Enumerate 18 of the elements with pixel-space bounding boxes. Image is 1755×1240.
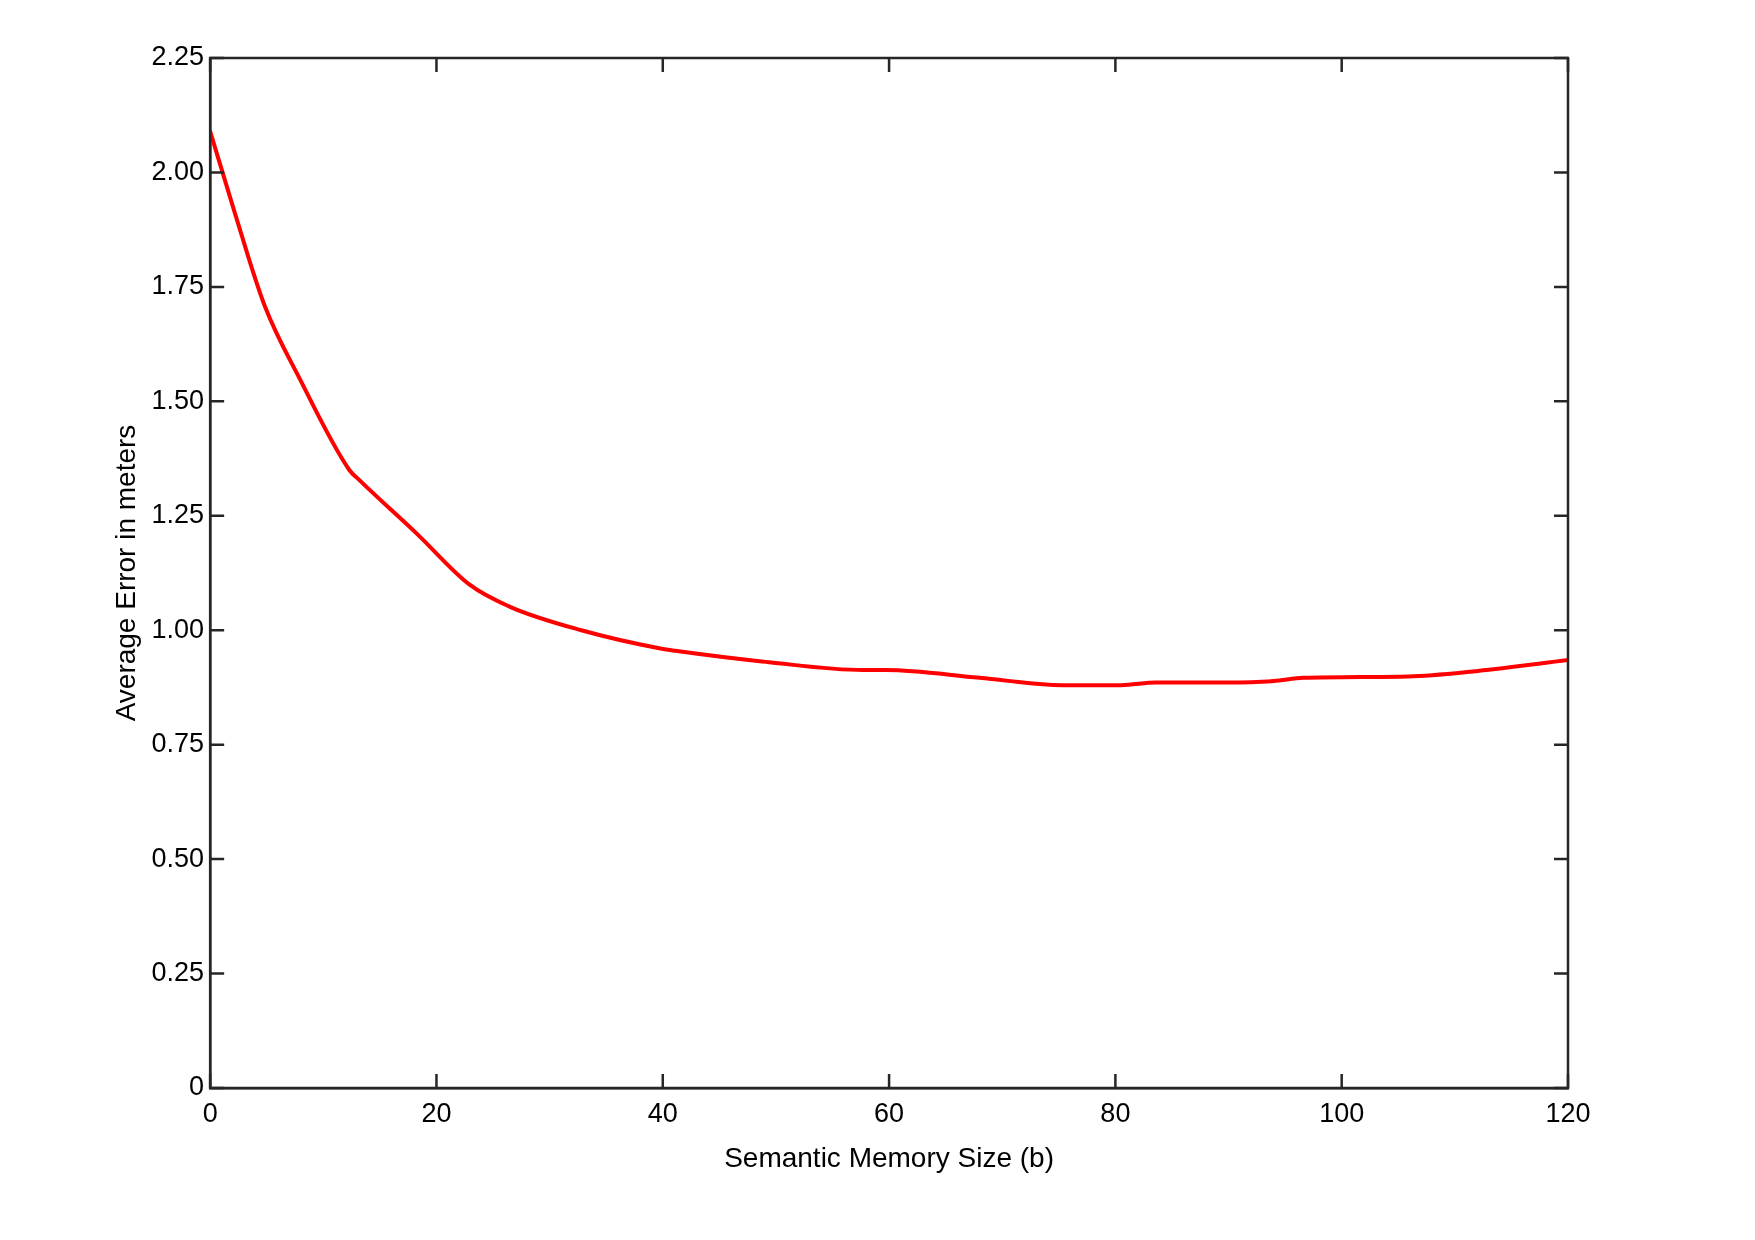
y-tick-label: 2.00: [151, 155, 205, 186]
x-tick-label: 80: [1100, 1097, 1131, 1128]
y-tick-label: 2.25: [151, 41, 205, 72]
y-tick-label: 1.75: [151, 270, 205, 301]
y-tick-label: 0: [189, 1071, 205, 1102]
x-tick-label: 100: [1319, 1097, 1365, 1128]
y-tick-label: 1.50: [151, 384, 205, 415]
x-tick-label: 60: [874, 1097, 905, 1128]
y-tick-label: 0.75: [151, 728, 205, 759]
x-tick-label: 120: [1545, 1097, 1591, 1128]
x-tick-label: 20: [421, 1097, 452, 1128]
x-tick-label: 40: [647, 1097, 678, 1128]
y-axis-title: Average Error in meters: [109, 424, 141, 722]
y-tick-label: 1.25: [151, 499, 205, 530]
y-tick-label: 1.00: [151, 613, 205, 644]
x-axis-title: Semantic Memory Size (b): [724, 1141, 1055, 1173]
y-tick-label: 0.25: [151, 957, 205, 988]
y-tick-label: 0.50: [151, 842, 205, 873]
